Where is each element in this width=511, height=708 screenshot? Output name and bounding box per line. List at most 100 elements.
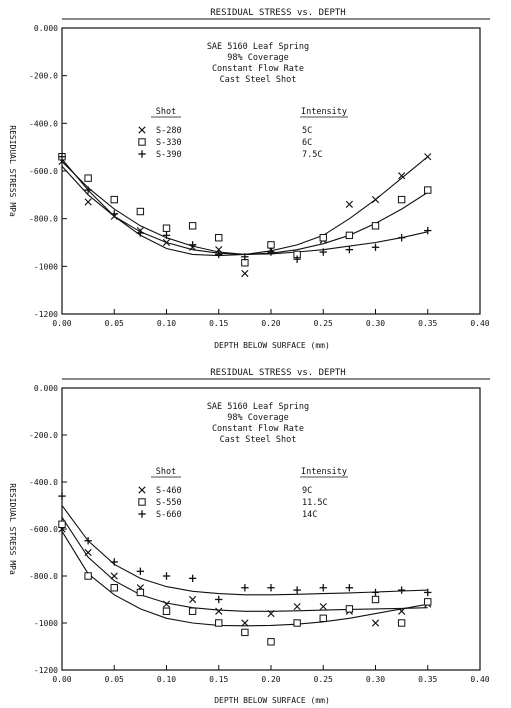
chart-title: RESIDUAL STRESS vs. DEPTH (210, 368, 345, 378)
data-point (215, 246, 223, 254)
data-point (215, 234, 223, 242)
data-point (162, 572, 171, 580)
y-axis-ticks: 0.000 -200.0 -400.0 -600.0 -800.0 -1000 -1200 (29, 24, 67, 319)
data-point (241, 259, 249, 267)
x-tick-label: 0.20 (261, 675, 280, 684)
data-point (398, 172, 406, 180)
data-point (84, 537, 92, 545)
data-point (215, 607, 223, 615)
y-axis-ticks: 0.000 -200.0 -400.0 -600.0 -800.0 -1000 -1200 (29, 384, 67, 675)
legend-marker (138, 498, 146, 506)
chart-svg: RESIDUAL STRESS vs. DEPTH 0.000 -200.0 -40… (8, 8, 490, 350)
data-point (241, 584, 249, 592)
legend-series-name: S-550 (156, 498, 182, 508)
fit-curve (61, 531, 428, 627)
x-tick-label: 0.20 (261, 319, 280, 328)
data-point (319, 584, 327, 592)
data-point (319, 248, 327, 256)
data-point (424, 598, 432, 606)
legend-marker (138, 510, 146, 518)
y-tick-label: 0.000 (34, 24, 58, 33)
y-tick-label: 0.000 (34, 384, 58, 393)
data-point (424, 226, 432, 235)
data-point (58, 153, 66, 161)
x-tick-label: 0.40 (470, 675, 489, 684)
y-tick-label: -400.0 (29, 478, 58, 487)
data-point (110, 572, 118, 580)
fit-curves (61, 505, 428, 627)
y-tick-label: -400.0 (29, 119, 58, 128)
annotation-line: Constant Flow Rate (212, 424, 304, 434)
data-point (188, 574, 197, 583)
x-tick-label: 0.00 (52, 675, 71, 684)
y-tick-label: -800.0 (29, 215, 58, 224)
data-point (110, 210, 118, 218)
x-axis-label: DEPTH BELOW SURFACE (mm) (214, 341, 330, 350)
data-point (345, 231, 354, 240)
x-tick-label: 0.35 (418, 675, 437, 684)
data-point (371, 196, 380, 204)
data-point (319, 614, 327, 623)
data-point (267, 638, 275, 646)
data-markers (58, 492, 432, 646)
data-point (397, 234, 406, 242)
x-tick-label: 0.15 (209, 319, 228, 328)
data-point (371, 595, 380, 604)
legend-intensity: 6C (302, 138, 312, 148)
data-point (293, 602, 301, 611)
annotation-line: 98% Coverage (227, 53, 288, 63)
chart-panel-bottom: RESIDUAL STRESS vs. DEPTH 0.000 -200.0 -40… (0, 354, 511, 708)
data-point (424, 588, 432, 597)
x-tick-label: 0.35 (418, 319, 437, 328)
legend-intensity: 14C (302, 510, 317, 520)
data-point (188, 241, 197, 249)
legend-series-name: S-280 (156, 126, 182, 136)
legend-marker (138, 486, 146, 494)
data-point (371, 243, 380, 251)
data-point (188, 222, 197, 230)
data-point (397, 195, 406, 204)
data-point (293, 255, 301, 263)
fit-curve (61, 516, 428, 612)
data-point (110, 195, 118, 204)
x-tick-label: 0.05 (105, 675, 124, 684)
data-point (241, 619, 249, 627)
data-point (371, 588, 380, 597)
data-point (267, 584, 275, 592)
x-tick-label: 0.25 (314, 675, 333, 684)
data-point (345, 200, 353, 208)
data-point (215, 250, 223, 259)
annotation-line: Cast Steel Shot (220, 75, 297, 85)
data-markers (58, 153, 432, 278)
chart-panel-top: RESIDUAL STRESS vs. DEPTH 0.000 -200.0 -40… (8, 8, 490, 350)
data-point (319, 234, 327, 242)
data-point (189, 595, 197, 604)
chart-svg: RESIDUAL STRESS vs. DEPTH 0.000 -200.0 -40… (8, 368, 490, 705)
data-point (84, 186, 92, 194)
x-axis-ticks: 0.00 0.05 0.10 0.15 0.20 0.25 0.30 0.35 0.40 (52, 665, 490, 684)
data-point (162, 600, 171, 608)
legend-intensity: 7.5C (302, 150, 322, 160)
annotation-line: 98% Coverage (227, 413, 288, 423)
data-point (84, 198, 92, 206)
y-tick-label: -1000 (34, 619, 58, 628)
data-point (345, 584, 354, 592)
data-point (58, 520, 66, 529)
y-tick-label: -600.0 (29, 167, 58, 176)
data-point (424, 186, 432, 194)
data-point (136, 588, 145, 597)
data-point (110, 558, 118, 566)
x-tick-label: 0.30 (366, 319, 385, 328)
x-tick-label: 0.05 (105, 319, 124, 328)
data-point (397, 619, 406, 627)
data-point (241, 628, 249, 637)
data-point (215, 619, 223, 627)
data-point (58, 492, 66, 500)
fit-curves (61, 156, 429, 257)
data-point (371, 222, 380, 230)
legend-marker (138, 150, 146, 158)
fit-curve (61, 156, 429, 257)
data-point (345, 605, 354, 613)
annotation-block: SAE 5160 Leaf Spring 98% Coverage Consta… (207, 42, 309, 85)
data-point (110, 584, 118, 592)
